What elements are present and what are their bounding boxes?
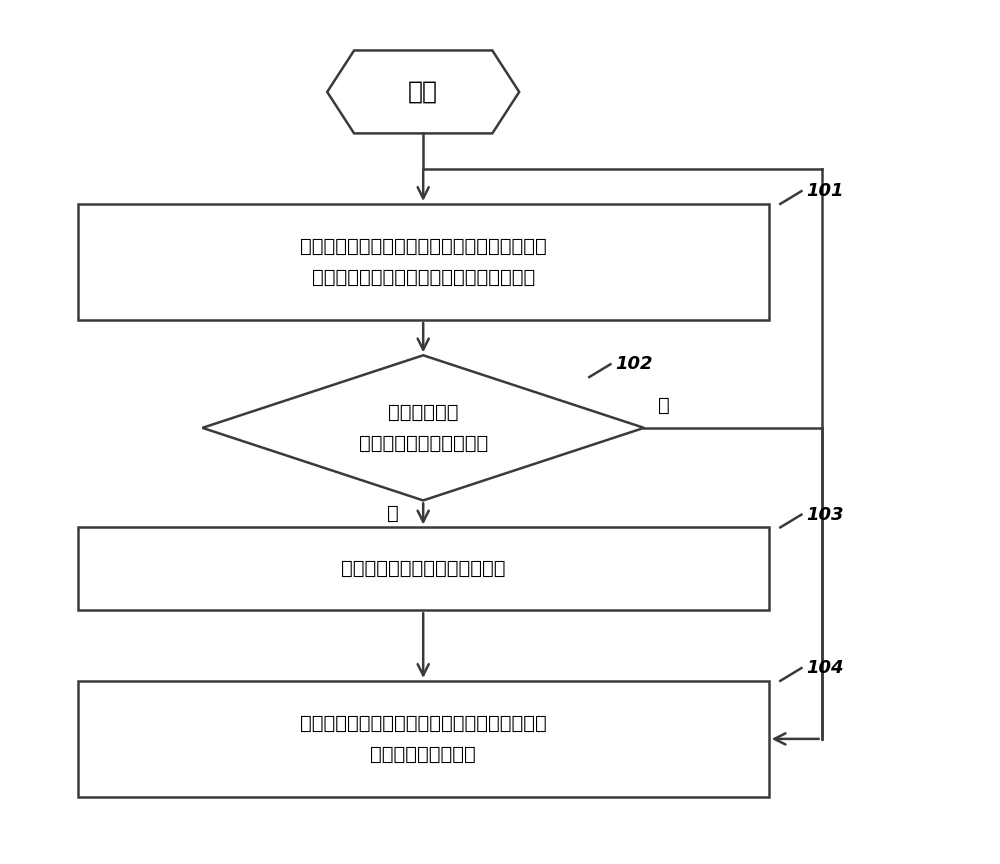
Text: 102: 102 (615, 355, 653, 373)
Text: 否: 否 (658, 397, 670, 416)
Polygon shape (202, 355, 644, 500)
Text: 104: 104 (806, 659, 844, 677)
Text: 103: 103 (806, 505, 844, 524)
Bar (78, 681, 769, 797)
Text: 是: 是 (387, 505, 399, 524)
Text: 控制空调室外机进行自清洁运行: 控制空调室外机进行自清洁运行 (341, 559, 505, 578)
Polygon shape (327, 50, 519, 133)
Text: 第一运行信息
是否满足第一设定条件？: 第一运行信息 是否满足第一设定条件？ (359, 403, 488, 453)
Text: 101: 101 (806, 182, 844, 200)
Bar (78, 527, 769, 610)
Text: 更新第一当前次数，控制空调室内机进行第一当
前次数的自清洁运行: 更新第一当前次数，控制空调室内机进行第一当 前次数的自清洁运行 (300, 714, 547, 764)
Text: 开始: 开始 (408, 80, 438, 104)
Text: 在空调室内机的第一当前次数的自清洁运行完成
的情况下，获取空调室内机的第一运行信息: 在空调室内机的第一当前次数的自清洁运行完成 的情况下，获取空调室内机的第一运行信… (300, 237, 547, 287)
Bar (78, 204, 769, 320)
